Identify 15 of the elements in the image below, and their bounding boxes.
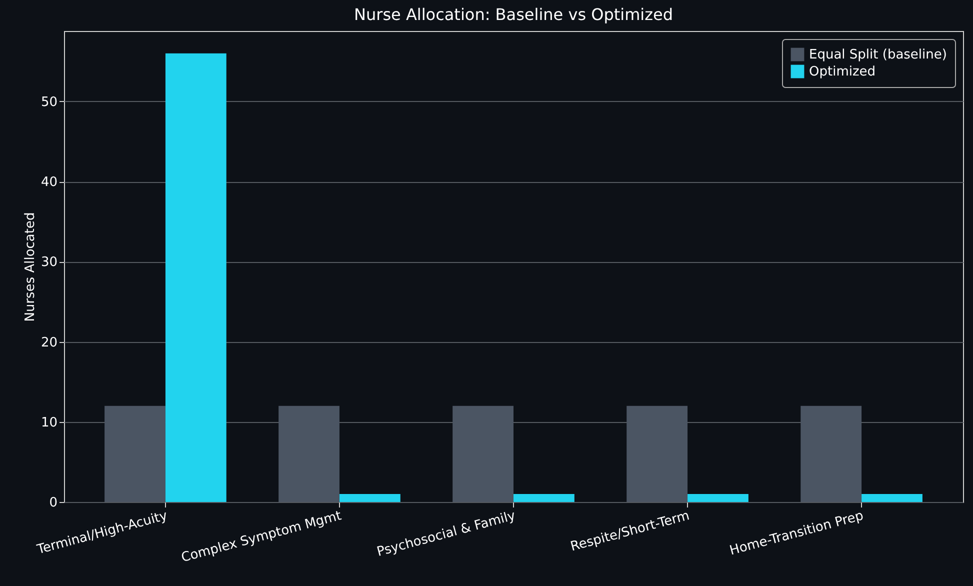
bar bbox=[688, 494, 748, 502]
y-tick-label: 40 bbox=[40, 175, 58, 190]
y-tick-label: 30 bbox=[40, 255, 58, 270]
bar bbox=[862, 494, 922, 502]
y-tick-label: 10 bbox=[40, 415, 58, 430]
y-tick-label: 20 bbox=[40, 335, 58, 350]
y-tick-label: 0 bbox=[49, 496, 58, 510]
y-axis-title: Nurses Allocated bbox=[22, 212, 38, 322]
chart-title: Nurse Allocation: Baseline vs Optimized bbox=[354, 5, 674, 24]
legend-label: Optimized bbox=[809, 64, 876, 80]
bar bbox=[165, 53, 226, 502]
bar bbox=[339, 494, 400, 502]
y-tick-label: 50 bbox=[40, 94, 58, 110]
legend-label: Equal Split (baseline) bbox=[809, 48, 947, 62]
bar bbox=[514, 494, 574, 502]
